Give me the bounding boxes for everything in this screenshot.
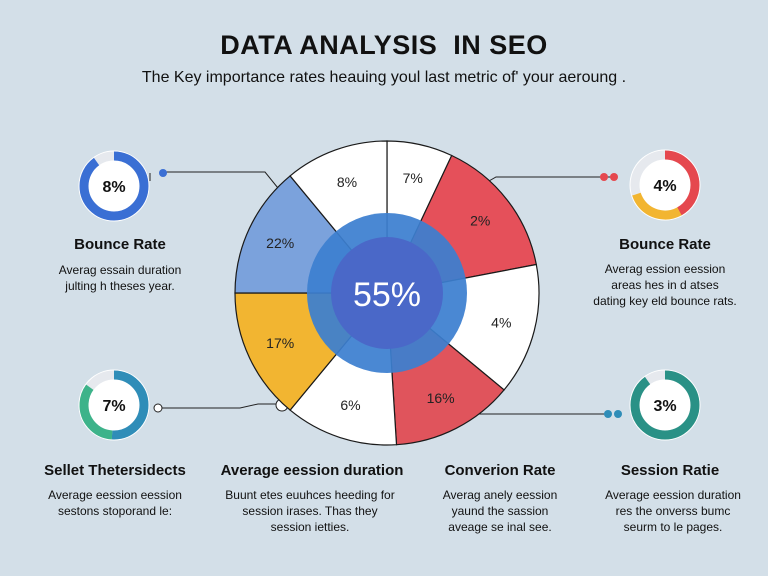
ring-progress	[630, 150, 700, 220]
metric-ring-top-right: 4%	[629, 149, 701, 221]
metric-title-bottom-left: Sellet Thetersidects	[44, 462, 186, 479]
metric-ring-bottom-right: 3%	[629, 369, 701, 441]
metric-desc-top-left: Averag essain duration julting h theses …	[58, 263, 182, 293]
metric-desc-bottom-center-left: Buunt etes euuhces heeding for session i…	[225, 488, 395, 534]
metric-desc-bottom-center-right: Averag anely eession yaund the sassion a…	[442, 488, 558, 534]
metric-desc-bottom-right: Average eession duration res the onverss…	[605, 488, 741, 534]
metric-title-top-right: Bounce Rate	[619, 236, 711, 253]
connector-dot	[610, 173, 618, 181]
ring-progress	[79, 151, 149, 221]
pie-slice-label: 6%	[340, 397, 360, 413]
metric-title-bottom-center-right: Converion Rate	[444, 462, 556, 479]
metric-value: 7%	[102, 398, 125, 415]
page-title: DATA ANALYSIS IN SEO	[220, 30, 548, 60]
pie-slice-label: 2%	[470, 213, 490, 229]
pie-slice-label: 4%	[491, 314, 511, 330]
metric-rings: 8% 4% 7% 3%	[78, 149, 701, 441]
ring-background	[78, 369, 150, 441]
pie-labels: 7% 2% 4% 16% 6% 17% 22% 8%	[266, 170, 511, 413]
connector-dot	[614, 410, 622, 418]
pie-slice-label: 22%	[266, 235, 294, 251]
metric-value: 4%	[653, 178, 676, 195]
metric-value: 8%	[102, 179, 125, 196]
connector-top-left	[164, 171, 283, 194]
connector-dot	[604, 410, 612, 418]
page-subtitle: The Key importance rates heauing youl la…	[141, 69, 627, 86]
metric-value: 3%	[653, 398, 676, 415]
pie-slice-label: 8%	[337, 174, 357, 190]
ring-progress-secondary	[79, 370, 149, 440]
metric-title-bottom-center-left: Average eession duration	[220, 462, 404, 479]
ring-progress	[79, 370, 149, 440]
pie-slice-label: 7%	[403, 170, 423, 186]
connector-dot	[159, 169, 167, 177]
metric-title-top-left: Bounce Rate	[74, 236, 166, 253]
ring-background	[629, 149, 701, 221]
metric-desc-top-right: Averag ession eession areas hes in d ats…	[593, 262, 737, 308]
connector-dot	[600, 173, 608, 181]
pie-center-value: 55%	[353, 276, 421, 314]
metric-ring-top-left: 8%	[78, 150, 150, 222]
connector-bottom-left	[160, 403, 280, 409]
ring-progress	[630, 370, 700, 440]
metric-ring-bottom-left: 7%	[78, 369, 150, 441]
connector-top-right	[481, 176, 616, 186]
pie-center	[331, 237, 443, 349]
ring-background	[629, 369, 701, 441]
metric-desc-bottom-left: Average eession eession sestons stoporan…	[48, 488, 182, 518]
metric-title-bottom-right: Session Ratie	[620, 462, 720, 479]
ring-background	[78, 150, 150, 222]
pie-slice-label: 16%	[427, 390, 455, 406]
pie-slice-label: 17%	[266, 335, 294, 351]
connector-dot	[153, 403, 163, 413]
